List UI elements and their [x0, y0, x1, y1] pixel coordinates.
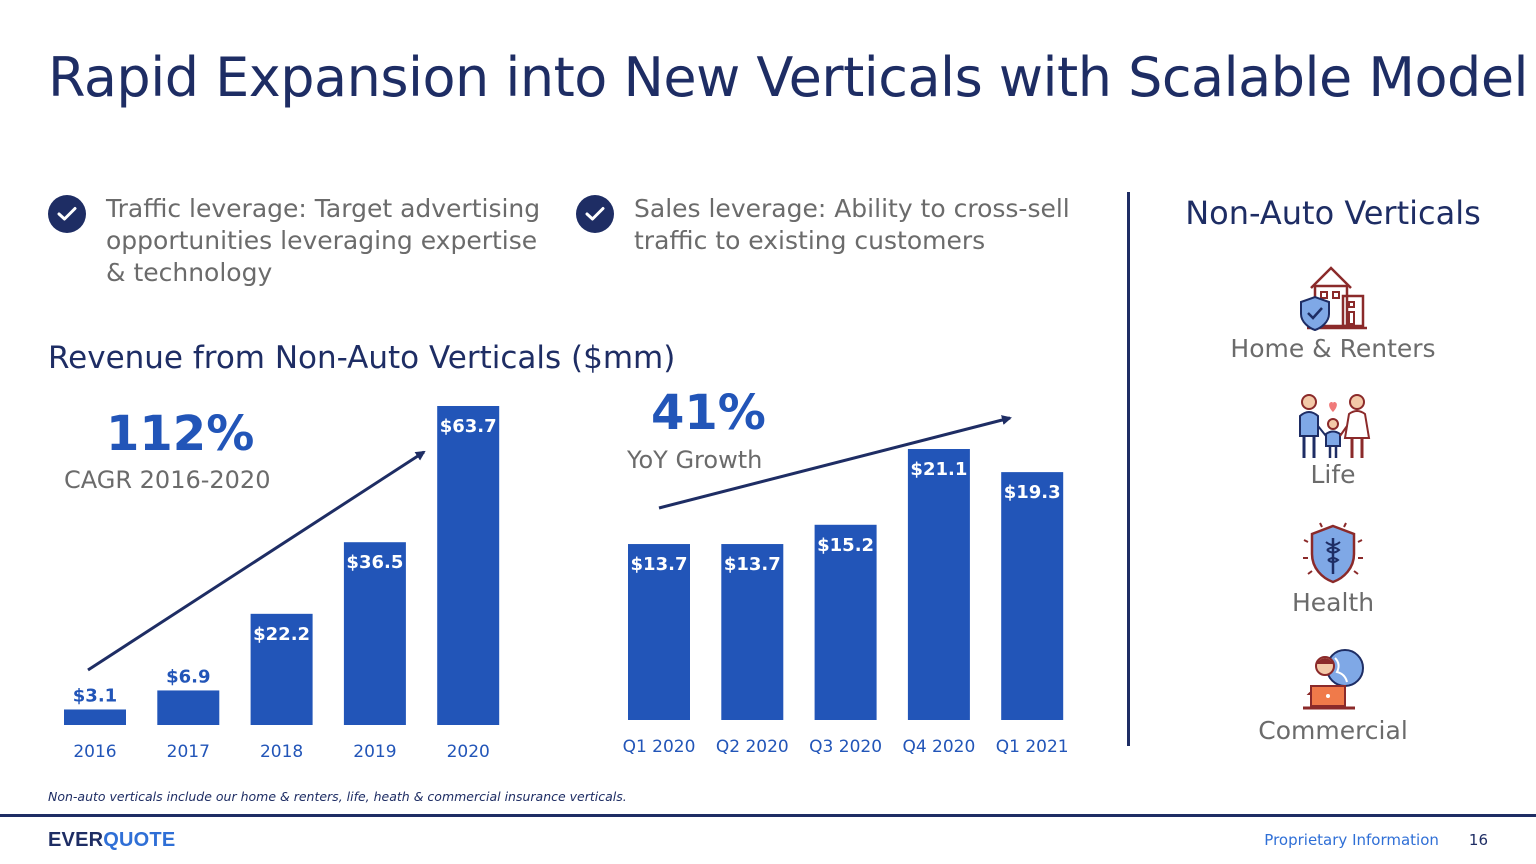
footer-info: Proprietary Information 16: [1264, 831, 1488, 849]
bar-q2-2020: [721, 544, 784, 720]
vertical-label: Home & Renters: [1230, 334, 1436, 363]
bullet-text: Traffic leverage: Target advertising opp…: [106, 194, 541, 287]
bar-q3-2020: [814, 524, 877, 720]
vertical-label: Commercial: [1258, 716, 1408, 745]
bullet-text: Sales leverage: Ability to cross-sell tr…: [634, 194, 1070, 255]
category-label: Q1 2021: [996, 737, 1069, 757]
yoy-label: YoY Growth: [627, 446, 763, 474]
bar-value-label: $21.1: [910, 459, 967, 480]
bar-value-label: $13.7: [724, 554, 781, 575]
bar-value-label: $13.7: [631, 554, 688, 575]
bar-value-label: $63.7: [440, 416, 497, 437]
bar-2017: [157, 690, 220, 725]
cagr-label: CAGR 2016-2020: [64, 466, 271, 494]
bar-2019: [343, 542, 406, 725]
category-label: 2018: [260, 742, 303, 762]
bar-2020: [437, 406, 500, 725]
bar-value-label: $15.2: [817, 535, 874, 556]
health-shield-icon: [1303, 522, 1363, 584]
family-icon: [1299, 394, 1371, 458]
category-label: Q1 2020: [623, 737, 696, 757]
vertical-label: Life: [1310, 460, 1356, 489]
vertical-label: Health: [1291, 588, 1375, 617]
bullet-sales-leverage: Sales leverage: Ability to cross-sell tr…: [576, 193, 1070, 257]
bullet-traffic-leverage: Traffic leverage: Target advertising opp…: [48, 193, 540, 289]
page-number: 16: [1468, 831, 1488, 849]
footer-rule: [0, 814, 1536, 817]
category-label: 2017: [167, 742, 210, 762]
everquote-logo: EVERQUOTE: [48, 829, 176, 851]
category-label: Q3 2020: [809, 737, 882, 757]
bar-value-label: $22.2: [253, 624, 310, 645]
category-label: Q4 2020: [902, 737, 975, 757]
bar-q1-2020: [628, 544, 690, 720]
category-label: Q2 2020: [716, 737, 789, 757]
bar-q4-2020: [907, 449, 970, 720]
sidebar-title: Non-Auto Verticals: [1185, 194, 1481, 232]
home-shield-icon: [1300, 266, 1367, 332]
vertical-health: Health: [1150, 518, 1516, 617]
trend-arrow: [87, 450, 426, 672]
category-label: 2016: [73, 742, 116, 762]
bar-value-label: $6.9: [166, 666, 210, 687]
revenue-charts: $3.1 2016 $6.9 2017 $22.2 2018 $36.5 2019 $63.7 2…: [64, 406, 1069, 762]
category-label: 2019: [353, 742, 396, 762]
chart-section-title: Revenue from Non-Auto Verticals ($mm): [48, 340, 676, 376]
proprietary-label: Proprietary Information: [1264, 831, 1439, 849]
vertical-divider: [1127, 192, 1130, 746]
vertical-commercial: Commercial: [1150, 644, 1516, 745]
category-label: 2020: [447, 742, 490, 762]
vertical-life: Life: [1150, 390, 1516, 489]
vertical-home-renters: Home & Renters: [1150, 264, 1516, 363]
bar-2018: [250, 613, 313, 725]
business-person-icon: [1303, 649, 1364, 710]
bar-2016: [64, 709, 126, 725]
bar-value-label: $19.3: [1004, 482, 1061, 503]
bar-value-label: $36.5: [346, 552, 403, 573]
footnote: Non-auto verticals include our home & re…: [48, 789, 627, 804]
bar-q1-2021: [1001, 472, 1064, 720]
slide-title: Rapid Expansion into New Verticals with …: [48, 46, 1529, 109]
trend-arrow: [658, 415, 1012, 510]
yoy-value: 41%: [651, 385, 766, 441]
checkmark-icon: [576, 195, 614, 233]
cagr-value: 112%: [106, 406, 255, 462]
checkmark-icon: [48, 195, 86, 233]
bar-value-label: $3.1: [73, 685, 117, 706]
